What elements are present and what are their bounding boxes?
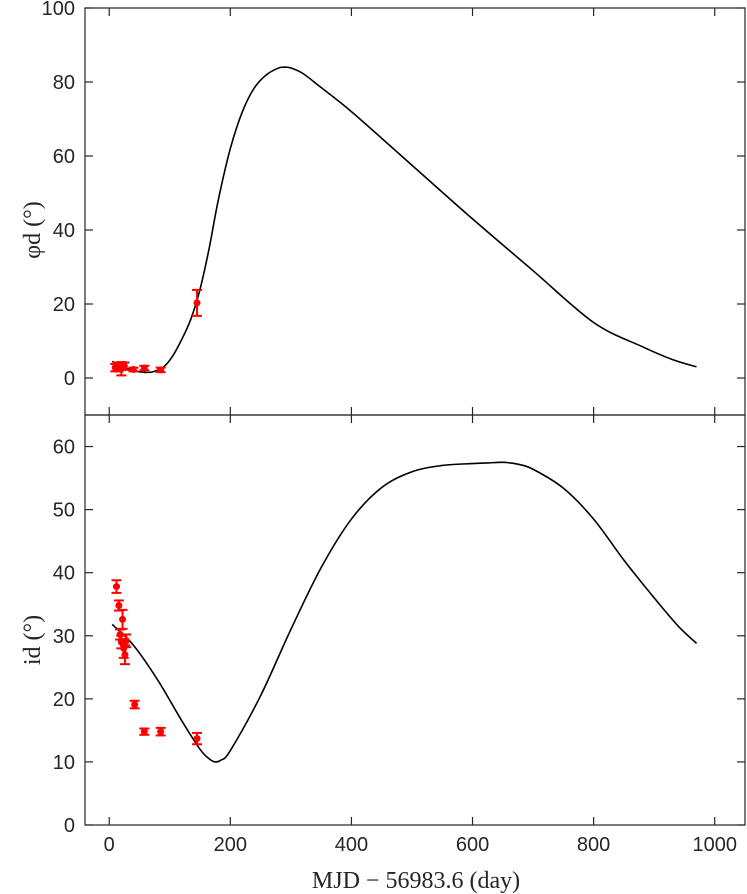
bottom-data-point: [192, 731, 203, 746]
bottom-model-curve: [111, 461, 698, 763]
bottom-x-tick-label: 200: [214, 834, 247, 856]
top-data-point: [192, 288, 203, 317]
bottom-panel: 0 200 400 600 800 1000 0 10 20 30 40 50 60: [53, 414, 746, 856]
bottom-data-point: [117, 608, 128, 630]
top-y-tick-label: 20: [53, 294, 75, 316]
bottom-y-tick-label: 50: [53, 500, 75, 522]
bottom-y-tick-label: 40: [53, 563, 75, 585]
top-data-point: [128, 365, 139, 373]
bottom-y-tick-label: 0: [64, 815, 75, 837]
top-data-point: [119, 361, 130, 371]
bottom-x-tick-label: 800: [577, 834, 610, 856]
bottom-data-point: [129, 699, 140, 710]
bottom-y-axis-title: id (°): [20, 615, 46, 665]
bottom-data-point: [119, 644, 130, 666]
bottom-x-tick-label: 1000: [692, 834, 737, 856]
top-marker: [193, 299, 201, 307]
top-panel: 0 20 40 60 80 100: [42, 0, 746, 416]
top-y-axis-title: φd (°): [20, 201, 46, 258]
bottom-marker: [121, 651, 129, 659]
bottom-y-tick-label: 60: [53, 437, 75, 459]
bottom-x-tick-label: 600: [456, 834, 489, 856]
top-marker: [140, 364, 148, 372]
top-data-point: [139, 364, 150, 372]
bottom-x-tick-label: 400: [335, 834, 368, 856]
bottom-marker: [115, 601, 123, 609]
bottom-marker: [112, 583, 120, 591]
bottom-y-tick-label: 10: [53, 752, 75, 774]
bottom-y-tick-label: 30: [53, 626, 75, 648]
bottom-x-tick-label: 0: [104, 834, 115, 856]
top-y-tick-label: 60: [53, 146, 75, 168]
bottom-marker: [157, 728, 165, 736]
x-axis-title: MJD − 56983.6 (day): [312, 868, 520, 894]
top-marker: [129, 365, 137, 373]
top-y-tick-label: 100: [42, 0, 75, 20]
top-model-curve: [111, 66, 697, 374]
bottom-data-point: [139, 727, 150, 736]
bottom-marker: [193, 735, 201, 743]
top-axes-box: [84, 7, 746, 416]
bottom-y-tick-label: 20: [53, 689, 75, 711]
top-data-point: [155, 366, 166, 374]
bottom-marker: [119, 615, 127, 623]
top-y-tick-label: 40: [53, 220, 75, 242]
bottom-marker: [140, 728, 148, 736]
bottom-data-point: [111, 579, 122, 594]
bottom-axes-box: [84, 414, 746, 826]
top-marker: [120, 362, 128, 370]
bottom-marker: [131, 701, 139, 709]
top-y-tick-label: 0: [64, 368, 75, 390]
top-y-tick-label: 80: [53, 72, 75, 94]
bottom-marker: [122, 637, 130, 645]
bottom-data-point: [121, 633, 132, 649]
top-marker: [157, 366, 165, 374]
bottom-data-point: [155, 726, 166, 737]
